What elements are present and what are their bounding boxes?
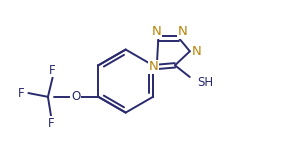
Text: N: N	[178, 25, 187, 38]
Text: N: N	[149, 60, 158, 73]
Text: O: O	[71, 90, 80, 103]
Text: F: F	[18, 86, 25, 100]
Text: N: N	[152, 25, 162, 38]
Text: F: F	[48, 117, 54, 130]
Text: F: F	[49, 64, 56, 77]
Text: N: N	[192, 45, 202, 58]
Text: SH: SH	[197, 76, 213, 89]
